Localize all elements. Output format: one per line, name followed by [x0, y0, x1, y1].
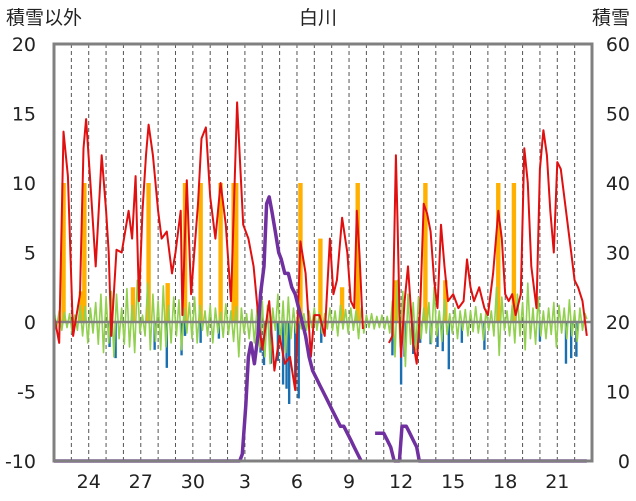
- negative-bar: [447, 322, 451, 370]
- negative-bar: [287, 322, 291, 405]
- x-tick: 6: [291, 471, 303, 493]
- precip-bar: [61, 183, 66, 322]
- negative-bar: [564, 322, 568, 364]
- negative-bar: [391, 322, 394, 356]
- precip-bar: [165, 283, 170, 322]
- right-y-tick-labels: 60 50 40 30 20 10 0: [606, 34, 630, 473]
- negative-bars: [108, 322, 578, 405]
- right-y-tick: 10: [606, 382, 630, 404]
- right-y-tick: 30: [606, 243, 630, 265]
- precip-bar: [146, 183, 151, 322]
- negative-bar: [199, 322, 202, 343]
- left-y-tick: 10: [12, 173, 36, 195]
- negative-bar: [569, 322, 573, 359]
- precip-bar: [496, 183, 501, 322]
- precip-bar: [318, 238, 323, 322]
- negative-bar: [285, 322, 288, 389]
- snow-depth-series: [375, 424, 587, 463]
- x-tick: 18: [493, 471, 517, 493]
- temperature-line: [53, 101, 588, 392]
- negative-bar: [460, 322, 464, 343]
- negative-bar: [297, 322, 300, 399]
- plot-frame: [52, 42, 594, 463]
- x-tick: 15: [441, 471, 465, 493]
- right-axis-label: 積雪: [592, 7, 630, 29]
- x-tick: 12: [389, 471, 413, 493]
- precip-bar: [423, 183, 428, 322]
- snow-depth-series: [54, 195, 363, 463]
- x-tick: 27: [129, 471, 153, 493]
- chart-title: 白川: [299, 7, 337, 29]
- right-y-tick: 60: [606, 34, 630, 56]
- left-axis-label: 積雪以外: [6, 7, 82, 29]
- x-tick-labels: 24 27 30 3 6 9 12 15 18 21: [77, 471, 570, 493]
- right-y-tick: 40: [606, 173, 630, 195]
- x-tick: 24: [77, 471, 101, 493]
- left-y-tick: 20: [12, 34, 36, 56]
- precip-bar: [339, 287, 345, 322]
- precip-bar: [355, 183, 360, 322]
- precip-bar: [231, 183, 236, 322]
- left-y-tick: -10: [5, 451, 36, 473]
- precip-bar: [234, 183, 239, 322]
- precip-bar: [218, 183, 223, 322]
- x-tick: 21: [545, 471, 569, 493]
- snow-depth-line: [54, 195, 587, 463]
- left-y-tick: 15: [12, 104, 36, 126]
- right-y-tick: 0: [618, 451, 630, 473]
- x-tick: 3: [239, 471, 251, 493]
- negative-bar: [294, 322, 297, 388]
- temperature-series: [388, 129, 588, 365]
- left-y-tick-labels: 20 15 10 5 0 -5 -10: [5, 34, 36, 473]
- left-y-tick: 5: [24, 243, 36, 265]
- temperature-series: [53, 101, 364, 392]
- precip-bar: [82, 183, 87, 322]
- left-y-tick: 0: [24, 312, 36, 334]
- x-tick: 30: [181, 471, 205, 493]
- precip-bar: [393, 280, 399, 322]
- right-y-tick: 50: [606, 104, 630, 126]
- negative-bar: [183, 322, 187, 336]
- x-tick: 9: [343, 471, 355, 493]
- precip-bar: [130, 287, 136, 322]
- right-y-tick: 20: [606, 312, 630, 334]
- precip-bar: [511, 183, 517, 322]
- left-y-tick: -5: [17, 382, 36, 404]
- negative-bar: [114, 322, 117, 359]
- precip-bar: [198, 183, 203, 322]
